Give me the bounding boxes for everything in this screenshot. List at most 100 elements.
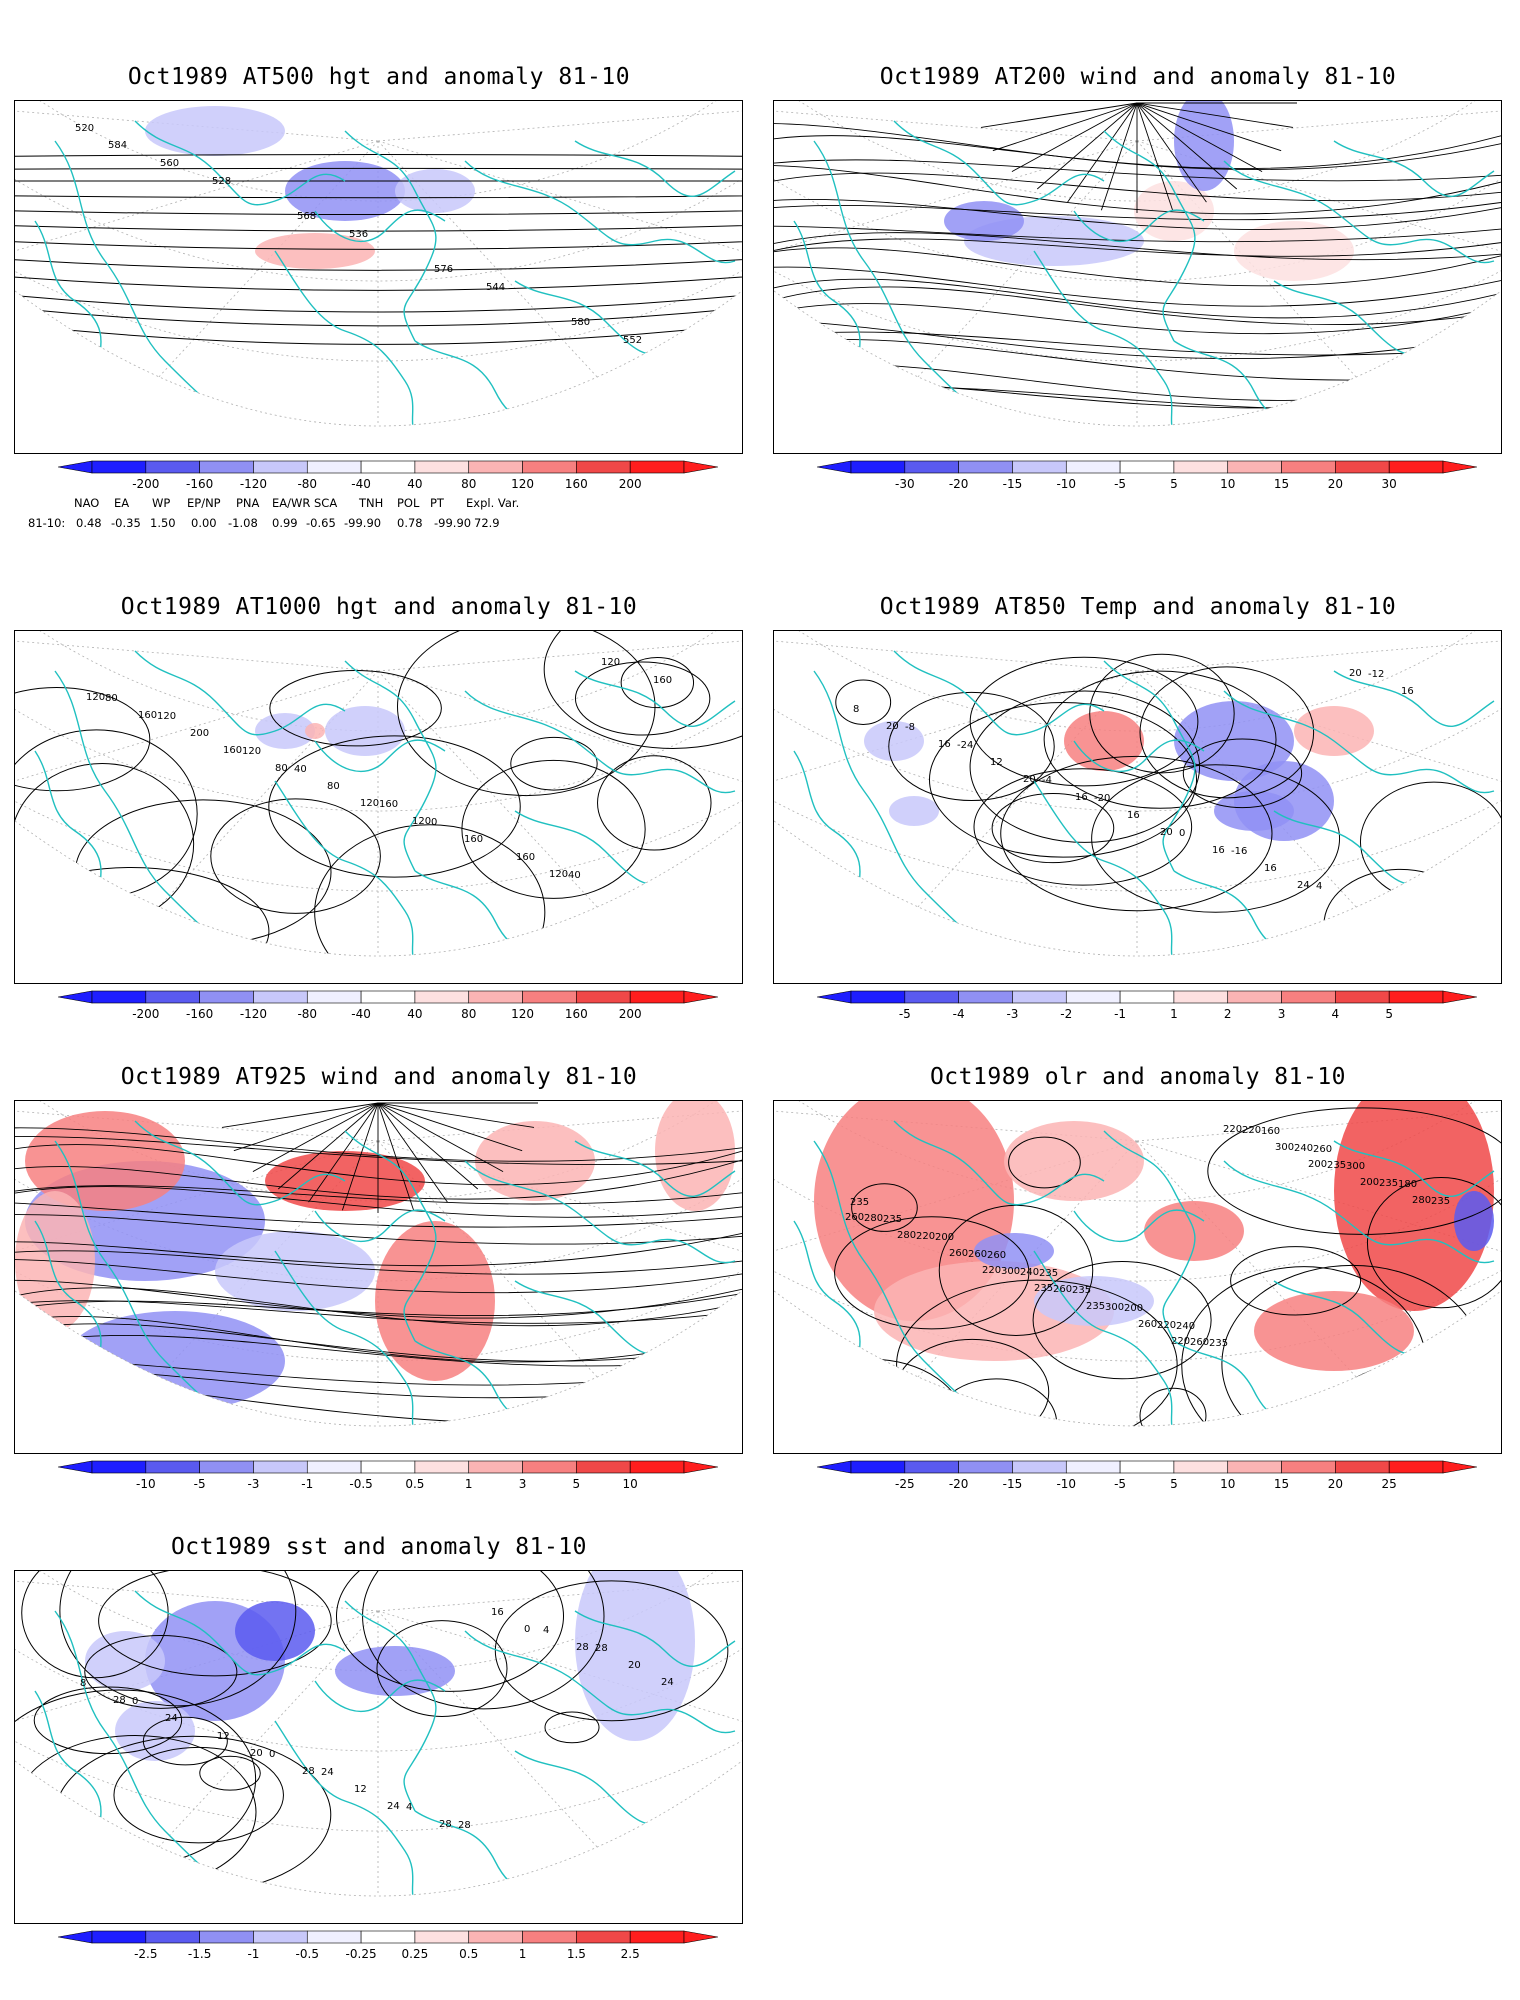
colorbar-tick-label: -30 [895, 477, 915, 491]
colorbar-segment [629, 990, 685, 1004]
colorbar-arrow-right [1442, 460, 1477, 474]
contour-label: 24 [661, 1677, 674, 1688]
colorbar-tick-label: -80 [297, 477, 317, 491]
panel-title: Oct1989 AT200 wind and anomaly 81-10 [879, 64, 1397, 90]
contour-label: 80 [327, 781, 340, 792]
colorbar: -5 -4 -3 -2 -1 1 2 3 4 5 [817, 990, 1477, 1021]
colorbar-arrow-right [1442, 1460, 1477, 1474]
colorbar-segment [1119, 460, 1175, 474]
colorbar-segment [253, 1460, 308, 1474]
colorbar-segment [522, 990, 577, 1004]
colorbar-arrow-right [683, 990, 718, 1004]
anomaly-region [1214, 791, 1294, 831]
colorbar-segment [958, 1460, 1013, 1474]
contour-label: 28 [302, 1766, 315, 1777]
contour-label: 120 [360, 798, 379, 809]
contour-label: 235 [1086, 1301, 1105, 1312]
colorbar-tick-label: 10 [623, 1477, 638, 1491]
index-value: -0.35 [111, 516, 141, 530]
index-value: 0.48 [76, 516, 102, 530]
colorbar-segment [522, 460, 577, 474]
anomaly-region [1174, 701, 1294, 781]
contour-label: 24 [165, 1713, 178, 1724]
colorbar-segment [145, 1460, 200, 1474]
map-plot: -24 -20 -16 -12 -8 -4 0 4 8 12 16 16 16 16 16 16 20 20 20 2… [773, 630, 1502, 984]
panel-at925-wind: Oct1989 AT925 wind and anomaly 81-10 -10… [14, 1060, 744, 1491]
colorbar-segment [360, 1460, 416, 1474]
colorbar-segment [414, 990, 470, 1004]
contour-lines [835, 653, 1501, 983]
contour-label: 24 [387, 1801, 400, 1812]
anomaly-shading [255, 706, 405, 756]
hemisphere-edge [15, 821, 742, 983]
colorbar-segment [522, 1930, 577, 1944]
anomaly-region [285, 161, 405, 221]
colorbar-tick-label: -1 [1114, 1007, 1126, 1021]
colorbar-tick-label: -10 [1056, 477, 1076, 491]
colorbar-tick-label: -40 [351, 477, 371, 491]
colorbar-tick-label: 5 [1170, 1477, 1178, 1491]
colorbar-segment [1173, 1460, 1229, 1474]
contour-lines [15, 631, 742, 983]
contour-label: 120 [601, 657, 620, 668]
colorbar-tick-label: -2.5 [134, 1947, 157, 1961]
colorbar-tick-label: 20 [1328, 477, 1343, 491]
contour-label: 20 [1160, 827, 1173, 838]
contour-label: -12 [1368, 669, 1384, 680]
contour-label: 260 [1190, 1337, 1209, 1348]
anomaly-region [375, 1221, 495, 1381]
index-value: -99.90 [434, 516, 472, 530]
colorbar-segment [199, 990, 254, 1004]
anomaly-region [85, 1631, 165, 1691]
colorbar-tick-label: 15 [1274, 477, 1289, 491]
colorbar-segment [360, 1930, 416, 1944]
contour-label: 220 [1242, 1125, 1261, 1136]
contour-label: 520 [75, 123, 94, 134]
index-value: -99.90 [344, 516, 382, 530]
colorbar-segment [1227, 990, 1282, 1004]
colorbar-tick-label: -120 [240, 1007, 267, 1021]
colorbar-tick-label: 15 [1274, 1477, 1289, 1491]
colorbar-tick-label: -0.5 [349, 1477, 372, 1491]
colorbar-segment [253, 1930, 308, 1944]
colorbar-tick-label: -20 [949, 477, 969, 491]
contour-label: 560 [160, 158, 179, 169]
contour-label: 20 [886, 721, 899, 732]
colorbar-tick-label: -5 [1114, 1477, 1126, 1491]
colorbar-arrow-left [817, 1460, 852, 1474]
index-name: EA/WR [272, 496, 311, 510]
colorbar: -30 -20 -15 -10 -5 5 10 15 20 30 [817, 460, 1477, 491]
colorbar: -25 -20 -15 -10 -5 5 10 15 20 25 [817, 1460, 1477, 1491]
hemisphere-edge [774, 291, 1501, 453]
colorbar-segment [306, 1930, 362, 1944]
contour-label: 0 [269, 1749, 275, 1760]
colorbar-tick-label: -10 [136, 1477, 156, 1491]
colorbar-tick-label: -1 [301, 1477, 313, 1491]
colorbar-tick-label: 160 [565, 477, 588, 491]
colorbar-segment [1335, 460, 1390, 474]
anomaly-shading [814, 1101, 1494, 1371]
colorbar-segment [1173, 460, 1229, 474]
hemisphere-edge [774, 821, 1501, 983]
colorbar-segment [576, 460, 631, 474]
colorbar-segment [1281, 460, 1336, 474]
contour-label: 300 [1105, 1302, 1124, 1313]
contour-label: 80 [105, 693, 118, 704]
colorbar-tick-label: -3 [1006, 1007, 1018, 1021]
contour-label: 20 [1349, 668, 1362, 679]
contour-label: 16 [491, 1607, 504, 1618]
contour-label: 20 [628, 1660, 641, 1671]
contour-label: 260 [987, 1250, 1006, 1261]
colorbar-segment [1065, 1460, 1121, 1474]
panel-title: Oct1989 AT850 Temp and anomaly 81-10 [879, 594, 1397, 620]
contour-label: 8 [80, 1678, 86, 1689]
colorbar-arrow-right [683, 1930, 718, 1944]
colorbar-segment [468, 990, 523, 1004]
colorbar-tick-label: 120 [511, 1007, 534, 1021]
colorbar-segment [576, 1460, 631, 1474]
colorbar-segment [199, 1930, 254, 1944]
colorbar-tick-label: 80 [461, 1007, 476, 1021]
contour-label: 220 [982, 1265, 1001, 1276]
contour-label: 16 [1264, 863, 1277, 874]
contour-label: 24 [321, 1767, 334, 1778]
